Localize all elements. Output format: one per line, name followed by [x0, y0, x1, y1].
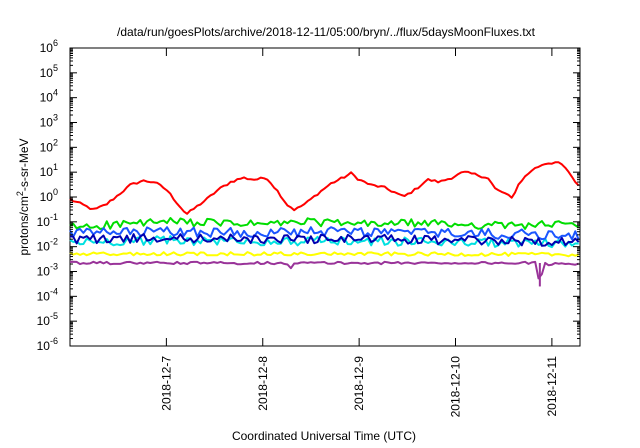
x-tick-label: 2018-12-9: [352, 356, 366, 411]
series-layer: [69, 161, 580, 287]
y-tick-label: 10-3: [37, 262, 58, 279]
series-line: [69, 233, 580, 247]
y-axis-title: protons/cm2-s-sr-MeV: [15, 138, 31, 255]
plot-frame: [69, 47, 581, 347]
y-tick-label: 102: [40, 137, 58, 154]
x-tick-label: 2018-12-11: [545, 356, 559, 417]
y-tick-label: 103: [40, 113, 58, 130]
y-tick-label: 106: [40, 38, 58, 55]
y-tick-label: 10-5: [37, 311, 58, 328]
y-tick-label: 105: [40, 63, 58, 80]
series-line: [69, 251, 580, 258]
series-line: [69, 161, 580, 215]
y-tick-label: 10-2: [37, 237, 58, 254]
y-tick-label: 104: [40, 88, 58, 105]
series-line: [69, 217, 580, 230]
x-axis-title: Coordinated Universal Time (UTC): [232, 429, 416, 443]
y-axis: 10-6 10-5 10-4 10-3 10-2 10-1 100 101 102 103 104 1…: [37, 38, 580, 353]
x-tick-label: 2018-12-8: [256, 356, 270, 411]
y-tick-label: 10-4: [37, 286, 58, 303]
x-tick-label: 2018-12-7: [159, 356, 173, 411]
y-tick-label: 100: [40, 187, 58, 204]
x-tick-label: 2018-12-10: [449, 356, 463, 418]
x-axis: 2018-12-7 2018-12-8 2018-12-9 2018-12-10 201…: [159, 48, 559, 417]
y-tick-label: 10-1: [37, 212, 58, 229]
series-line: [69, 260, 580, 280]
y-tick-label: 10-6: [37, 336, 58, 353]
chart-title: /data/run/goesPlots/archive/2018-12-11/0…: [117, 25, 536, 39]
y-tick-label: 101: [40, 162, 58, 179]
